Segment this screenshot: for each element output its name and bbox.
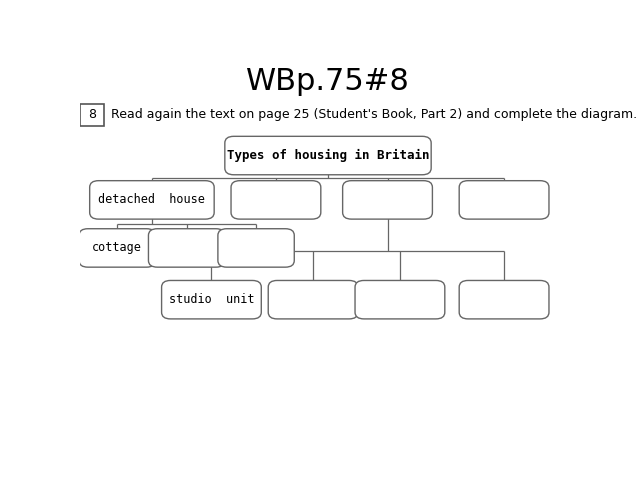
FancyBboxPatch shape [81, 104, 104, 126]
FancyBboxPatch shape [79, 229, 156, 267]
FancyBboxPatch shape [161, 280, 261, 319]
FancyBboxPatch shape [342, 180, 433, 219]
FancyBboxPatch shape [268, 280, 358, 319]
FancyBboxPatch shape [225, 136, 431, 175]
Text: studio  unit: studio unit [169, 293, 254, 306]
Text: 8: 8 [88, 108, 97, 121]
Text: detached  house: detached house [99, 193, 205, 206]
Text: Read again the text on page 25 (Student's Book, Part 2) and complete the diagram: Read again the text on page 25 (Student'… [111, 108, 637, 121]
Text: cottage: cottage [92, 241, 142, 254]
FancyBboxPatch shape [148, 229, 225, 267]
FancyBboxPatch shape [218, 229, 294, 267]
FancyBboxPatch shape [459, 180, 549, 219]
Text: WBp.75#8: WBp.75#8 [246, 67, 410, 96]
FancyBboxPatch shape [90, 180, 214, 219]
FancyBboxPatch shape [355, 280, 445, 319]
Text: Types of housing in Britain: Types of housing in Britain [227, 149, 429, 162]
FancyBboxPatch shape [231, 180, 321, 219]
FancyBboxPatch shape [459, 280, 549, 319]
